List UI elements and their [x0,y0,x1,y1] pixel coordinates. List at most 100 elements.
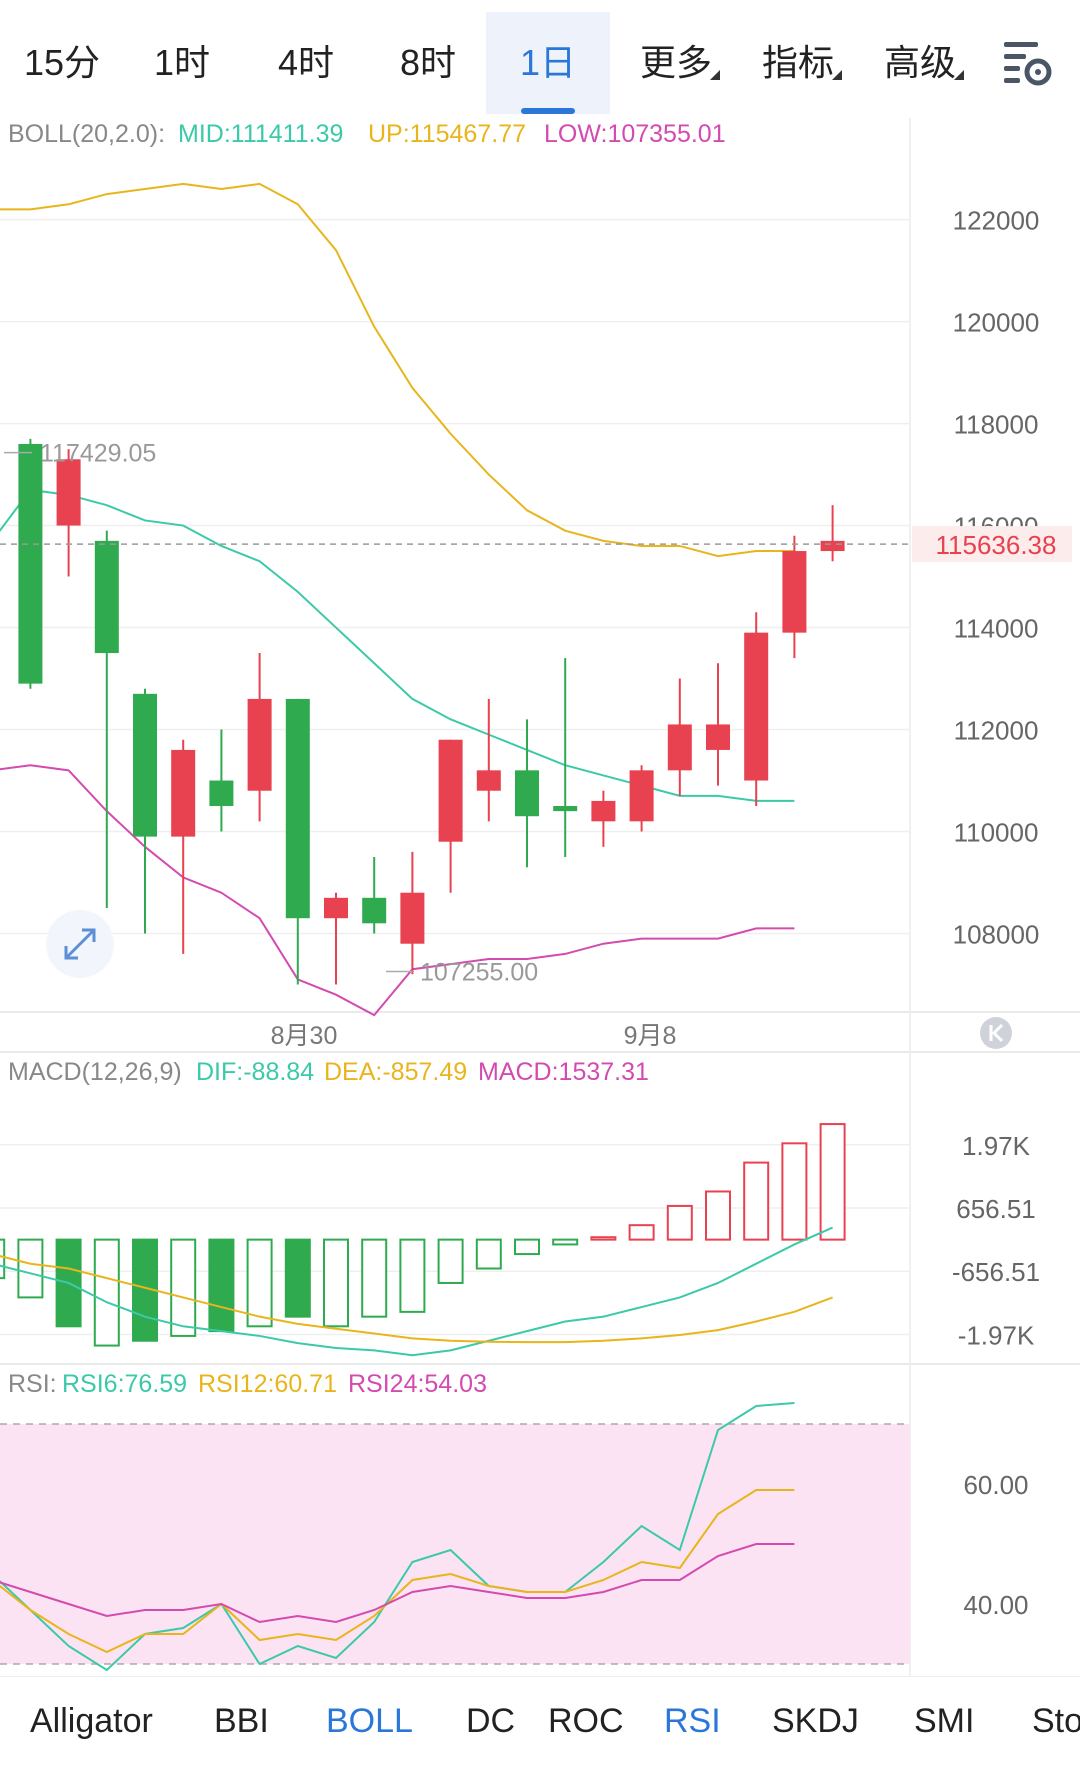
indicator-tab-skdj[interactable]: SKDJ [772,1702,859,1740]
macd-histogram-bar [361,1238,388,1318]
candle-body [438,739,463,842]
indicator-tab-smi[interactable]: SMI [914,1702,975,1740]
candle-body [629,770,654,822]
tab-1[interactable]: 15分 [12,12,112,114]
rsi-legend-text: RSI6:76.59 [62,1370,187,1398]
candle-body [56,459,81,526]
candle-body [744,632,769,781]
tab-label: 高级 [883,42,956,83]
macd-legend-text: MACD(12,26,9) [8,1058,182,1086]
macd-histogram-bar [590,1236,617,1241]
dropdown-corner-icon [954,70,964,80]
rsi12-line [0,1489,795,1654]
macd-dif-line [0,1226,834,1357]
rsi-legend-text: RSI24:54.03 [348,1370,487,1398]
tab-2[interactable]: 1时 [132,12,232,114]
price-axis-label: 122000 [953,206,1040,236]
rsi-axis-label: 40.00 [963,1590,1028,1620]
candle-body [553,806,578,812]
boll-legend-text: MID:111411.39 [178,120,343,148]
rsi6-line [0,1402,795,1672]
dropdown-corner-icon [710,70,720,80]
current-price-tag [912,526,1072,563]
macd-axis-label: -1.97K [958,1320,1035,1350]
macd-axis-label: -656.51 [952,1257,1040,1287]
macd-histogram-bar [743,1161,770,1241]
boll-legend-text: LOW:107355.01 [544,120,726,148]
date-axis-label: 9月8 [624,1022,677,1050]
candle-body [591,800,616,822]
rsi-legend-text: RSI12:60.71 [198,1370,337,1398]
macd-histogram-bar [819,1123,846,1241]
indicator-tab-alligator[interactable]: Alligator [30,1702,153,1740]
indicator-tab-bbi[interactable]: BBI [214,1702,269,1740]
tab-4[interactable]: 8时 [378,12,478,114]
tab-label: 更多 [639,42,712,83]
tab-label: 8时 [399,42,457,83]
macd-histogram-bar [323,1238,349,1328]
candle-body [171,749,196,837]
candle-body [94,540,119,654]
indicator-tab-roc[interactable]: ROC [548,1702,624,1740]
indicator-tab-sto[interactable]: Sto [1032,1702,1080,1740]
low-price-label: 107255.00 [420,958,538,986]
macd-histogram-bar [93,1238,120,1347]
macd-legend-text: DIF:-88.84 [196,1058,314,1086]
indicator-tab-rsi[interactable]: RSI [664,1702,721,1740]
macd-histogram-bar [399,1238,426,1313]
price-axis-label: 110000 [954,818,1039,848]
chart-settings-icon[interactable] [1000,38,1056,90]
macd-histogram-bar [475,1238,502,1270]
rsi-legend-text: RSI: [8,1370,57,1398]
macd-dea-line [0,1255,833,1344]
tab-7[interactable]: 指标 [748,12,848,114]
boll-lower-line [0,764,795,1017]
macd-histogram-bar [208,1238,235,1333]
macd-histogram-bar [17,1238,44,1299]
chart-settings-icon-svg [1004,42,1052,86]
macd-legend-text: DEA:-857.49 [324,1058,467,1086]
expand-icon[interactable] [64,928,96,960]
tab-5[interactable]: 1日 [486,12,610,114]
macd-axis-label: 1.97K [962,1131,1031,1161]
macd-histogram-bar [781,1142,808,1241]
macd-legend-text: MACD:1537.31 [478,1058,649,1086]
candle-body [515,770,539,817]
candle-body [285,698,310,919]
tab-6[interactable]: 更多 [626,12,726,114]
chart-area[interactable]: 1220001200001180001160001140001120001100… [0,0,1080,1676]
candle-body [247,698,272,791]
macd-histogram-bar [666,1204,693,1241]
boll-mid-line [0,488,795,802]
boll-legend-text: BOLL(20,2.0): [8,120,165,148]
rsi24-line [0,1543,795,1624]
macd-histogram-bar [705,1190,731,1241]
price-axis-label: 120000 [953,308,1040,338]
current-price-label: 115636.38 [936,530,1057,560]
tab-label: 15分 [23,42,101,83]
dropdown-corner-icon [832,70,842,80]
macd-histogram-bar [170,1238,197,1337]
price-axis-label: 118000 [954,410,1039,440]
rsi-axis-label: 60.00 [963,1470,1028,1500]
indicator-tab-dc[interactable]: DC [466,1702,516,1740]
candle-body [18,443,43,684]
tab-8[interactable]: 高级 [870,12,970,114]
candle-body [324,897,348,919]
candle-body [820,540,845,552]
boll-legend-text: UP:115467.77 [368,120,526,148]
macd-axis-label: 656.51 [956,1194,1036,1224]
tab-3[interactable]: 4时 [256,12,356,114]
price-axis-label: 108000 [953,920,1040,950]
indicator-tab-bar: Alligator BBI BOLL DC ROC RSI SKDJ SMI Sto [0,1676,1080,1765]
indicator-tab-boll[interactable]: BOLL [326,1702,413,1740]
tab-label: 指标 [761,42,834,83]
tab-label: 1日 [519,42,577,83]
macd-histogram-bar [514,1238,540,1256]
macd-histogram-bar [628,1224,655,1241]
candle-body [476,770,501,791]
candle-body [362,897,387,924]
boll-upper-line [0,182,795,558]
candle-body [782,551,807,633]
tab-label: 1时 [153,42,211,83]
